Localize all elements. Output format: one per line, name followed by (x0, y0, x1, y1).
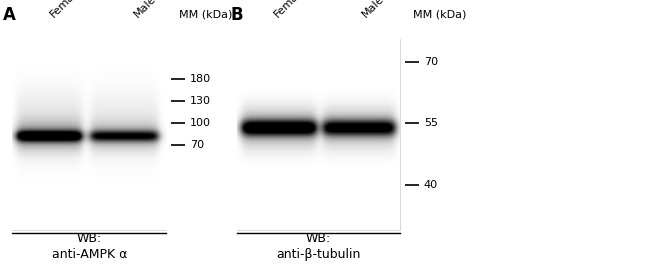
Text: WB:
anti-AMPK α: WB: anti-AMPK α (52, 232, 127, 261)
Text: 70: 70 (424, 57, 438, 67)
Bar (12, 50, 166, 230)
Text: WB:
anti-β-tubulin: WB: anti-β-tubulin (276, 232, 361, 261)
Text: 70: 70 (190, 140, 204, 150)
Text: Female: Female (48, 0, 84, 19)
Text: 40: 40 (424, 180, 438, 190)
Text: Female: Female (272, 0, 308, 19)
Text: 180: 180 (190, 74, 211, 84)
Text: MM (kDa): MM (kDa) (413, 9, 466, 19)
Text: Male: Male (360, 0, 386, 19)
Text: 130: 130 (190, 96, 211, 106)
Text: Male: Male (133, 0, 159, 19)
Text: 55: 55 (424, 118, 438, 128)
Text: 100: 100 (190, 118, 211, 128)
Text: B: B (231, 6, 243, 23)
Text: MM (kDa): MM (kDa) (179, 9, 232, 19)
Text: A: A (3, 6, 16, 23)
Bar (237, 39, 400, 230)
